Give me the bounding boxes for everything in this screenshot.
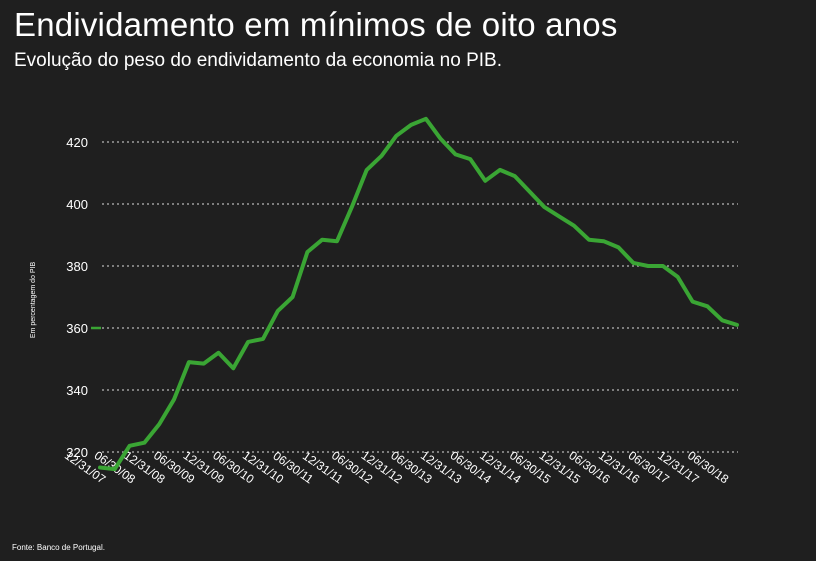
y-axis-ticks: 320 340 360 380 400 420 [66,135,101,460]
y-tick-label: 400 [66,197,88,212]
series-lines [98,116,739,472]
y-tick-label: 360 [66,321,88,336]
y-tick-label: 320 [66,445,88,460]
y-axis-label: Em percentagem do PIB [30,262,37,339]
y-tick-label: 420 [66,135,88,150]
y-tick-label: 340 [66,383,88,398]
chart-subtitle: Evolução do peso do endividamento da eco… [14,50,502,71]
chart-title: Endividamento em mínimos de oito anos [14,6,618,43]
x-axis-ticks: 12/31/0706/30/0812/31/0806/30/0912/31/09… [62,448,732,486]
gridlines [102,141,738,453]
source-note: Fonte: Banco de Portugal. [12,543,105,552]
y-tick-label: 380 [66,259,88,274]
series-line [98,116,739,472]
